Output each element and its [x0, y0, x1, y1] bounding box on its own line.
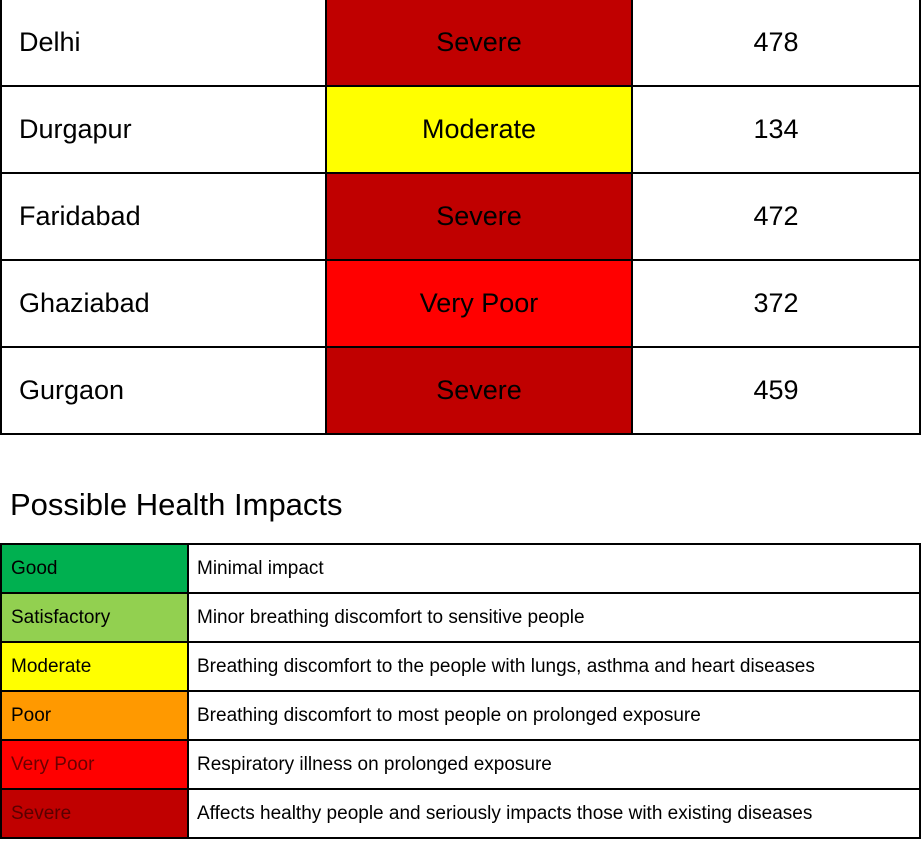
section-title-health-impacts: Possible Health Impacts	[10, 487, 343, 522]
impact-description: Minor breathing discomfort to sensitive …	[187, 592, 921, 643]
aqi-category-cell: Moderate	[325, 85, 633, 174]
aqi-city-table: Delhi Severe 478 Durgapur Moderate 134 F…	[0, 0, 921, 435]
impact-description: Breathing discomfort to most people on p…	[187, 690, 921, 741]
impact-level-cell: Moderate	[0, 641, 189, 692]
impact-row: Poor Breathing discomfort to most people…	[0, 690, 921, 741]
aqi-category-cell: Severe	[325, 0, 633, 87]
aqi-category-cell: Severe	[325, 172, 633, 261]
aqi-value: 478	[631, 0, 921, 87]
city-name: Durgapur	[0, 85, 327, 174]
table-row: Delhi Severe 478	[0, 0, 921, 87]
impact-row: Moderate Breathing discomfort to the peo…	[0, 641, 921, 692]
impact-level-cell: Poor	[0, 690, 189, 741]
table-row: Durgapur Moderate 134	[0, 85, 921, 174]
impact-description: Respiratory illness on prolonged exposur…	[187, 739, 921, 790]
impact-row: Severe Affects healthy people and seriou…	[0, 788, 921, 839]
city-name: Delhi	[0, 0, 327, 87]
city-name: Gurgaon	[0, 346, 327, 435]
aqi-category-cell: Very Poor	[325, 259, 633, 348]
table-row: Faridabad Severe 472	[0, 172, 921, 261]
table-row: Ghaziabad Very Poor 372	[0, 259, 921, 348]
aqi-value: 134	[631, 85, 921, 174]
health-impact-table: Good Minimal impact Satisfactory Minor b…	[0, 543, 921, 839]
impact-row: Satisfactory Minor breathing discomfort …	[0, 592, 921, 643]
impact-row: Good Minimal impact	[0, 543, 921, 594]
impact-row: Very Poor Respiratory illness on prolong…	[0, 739, 921, 790]
impact-description: Affects healthy people and seriously imp…	[187, 788, 921, 839]
city-name: Ghaziabad	[0, 259, 327, 348]
impact-description: Minimal impact	[187, 543, 921, 594]
aqi-value: 459	[631, 346, 921, 435]
impact-level-cell: Good	[0, 543, 189, 594]
table-row: Gurgaon Severe 459	[0, 346, 921, 435]
aqi-category-cell: Severe	[325, 346, 633, 435]
impact-description: Breathing discomfort to the people with …	[187, 641, 921, 692]
aqi-value: 372	[631, 259, 921, 348]
impact-level-cell: Very Poor	[0, 739, 189, 790]
impact-level-cell: Satisfactory	[0, 592, 189, 643]
impact-level-cell: Severe	[0, 788, 189, 839]
city-name: Faridabad	[0, 172, 327, 261]
aqi-value: 472	[631, 172, 921, 261]
